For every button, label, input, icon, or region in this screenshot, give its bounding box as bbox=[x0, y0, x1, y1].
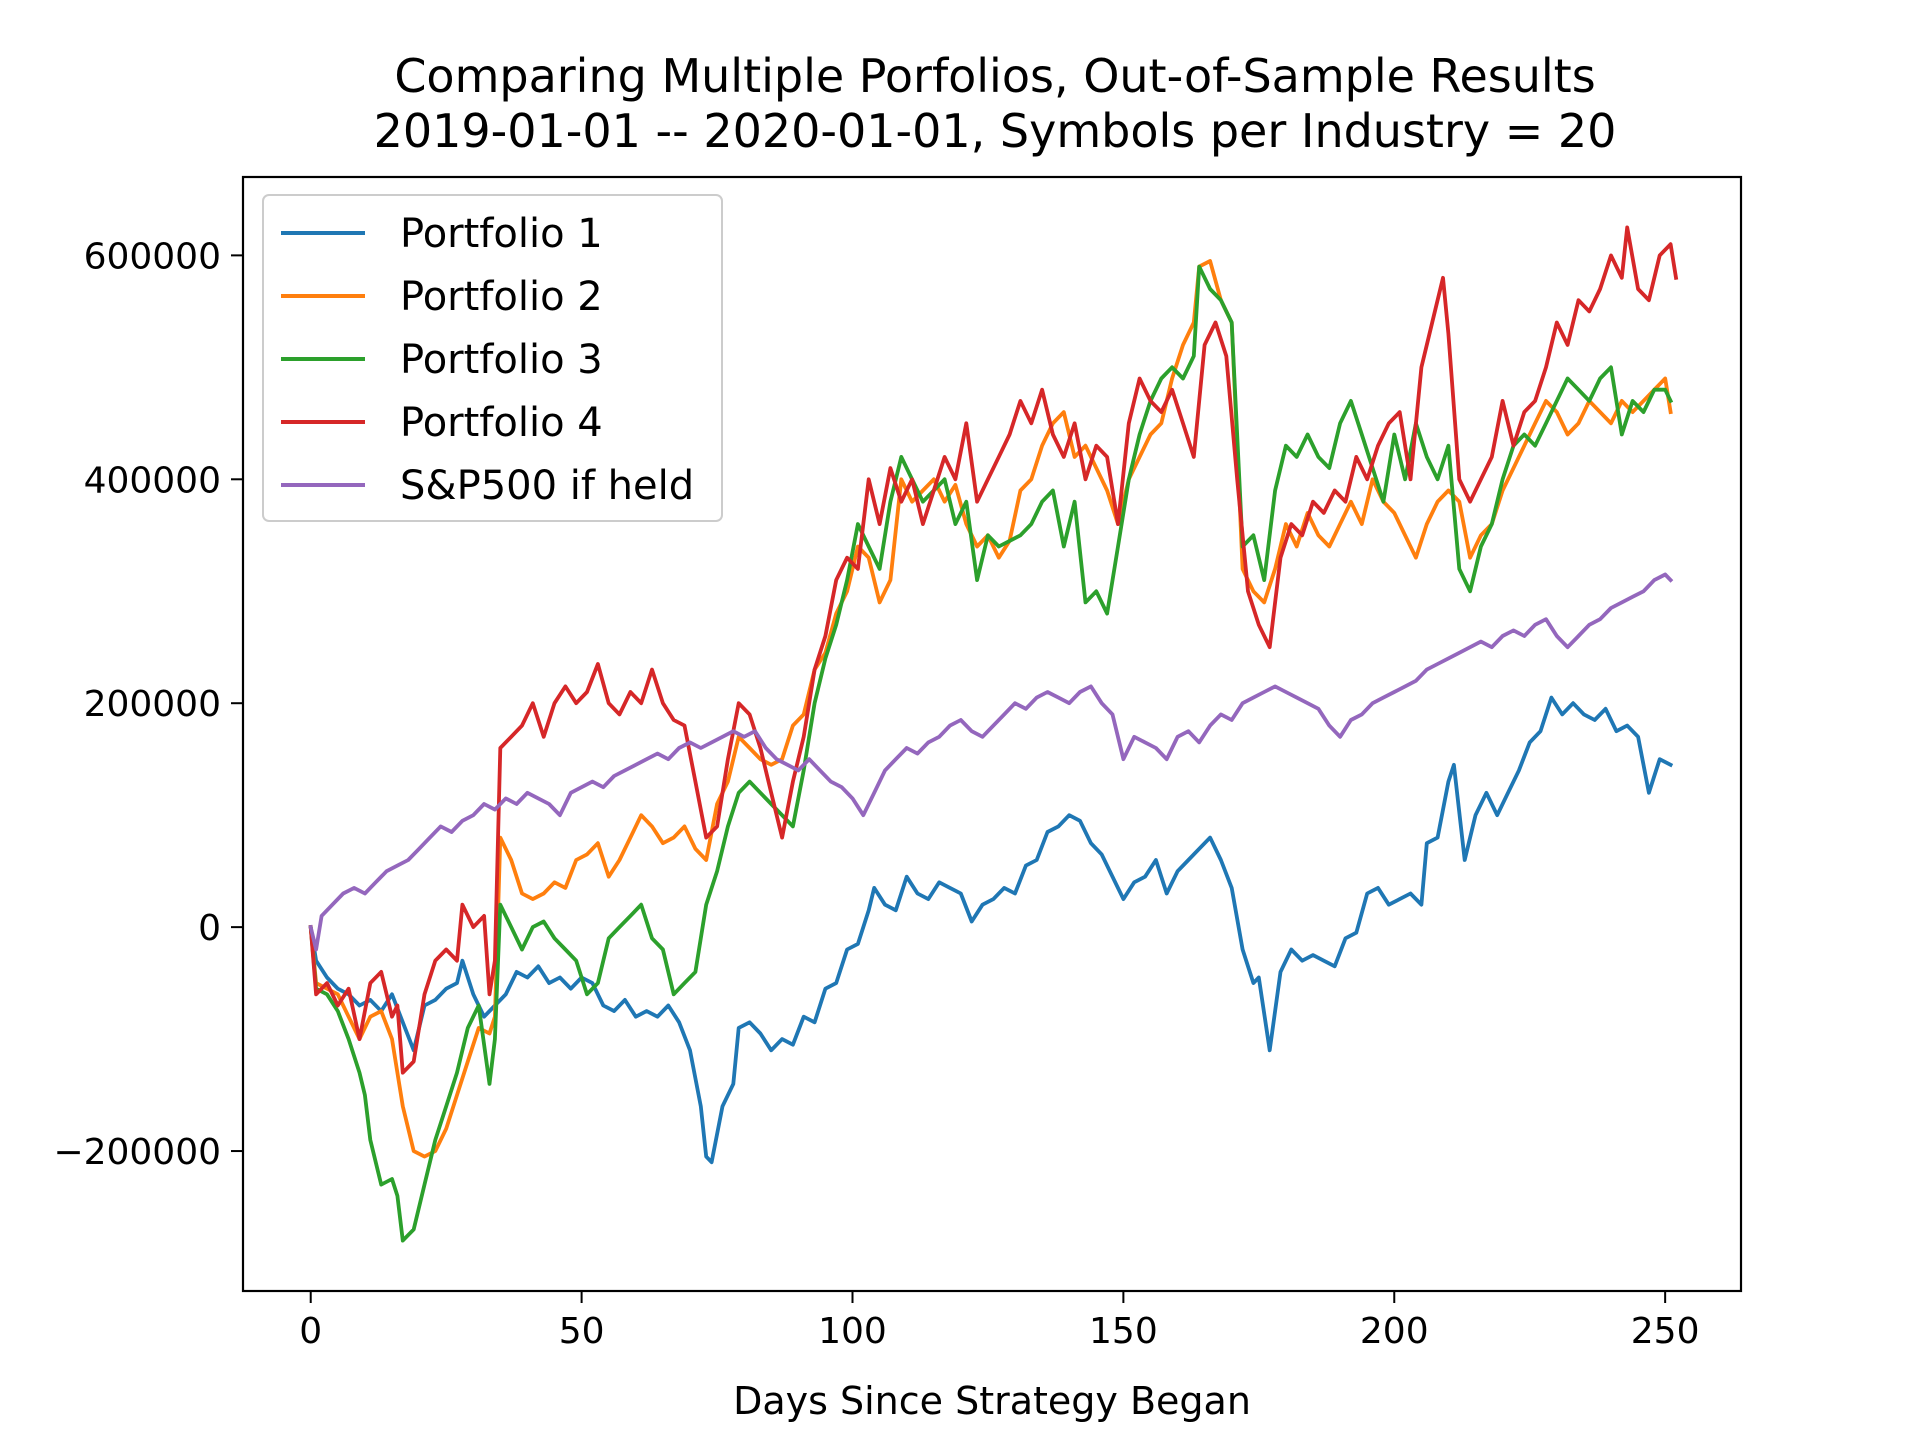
x-tick-label: 150 bbox=[1089, 1311, 1158, 1352]
x-tick-label: 0 bbox=[299, 1311, 322, 1352]
series-line-4 bbox=[308, 225, 1679, 1075]
y-tick-label: 600000 bbox=[84, 236, 221, 277]
y-axis: −200000 0 200000 400000 600000 bbox=[53, 236, 243, 1173]
series-layer bbox=[308, 225, 1679, 1243]
x-axis-label: Days Since Strategy Began bbox=[733, 1379, 1251, 1423]
x-tick-label: 200 bbox=[1360, 1311, 1429, 1352]
y-tick-label: 0 bbox=[198, 908, 221, 949]
series-line-3 bbox=[308, 264, 1674, 1243]
legend-label-3: Portfolio 3 bbox=[400, 337, 603, 383]
y-tick-label: −200000 bbox=[53, 1132, 221, 1173]
legend: Portfolio 1 Portfolio 2 Portfolio 3 Portfol… bbox=[262, 194, 723, 522]
chart-subtitle: 2019-01-01 -- 2020-01-01, Symbols per In… bbox=[374, 104, 1617, 158]
series-line-1 bbox=[308, 695, 1674, 1165]
x-tick-label: 250 bbox=[1631, 1311, 1700, 1352]
y-tick-label: 200000 bbox=[84, 684, 221, 725]
legend-label-5: S&P500 if held bbox=[400, 463, 694, 509]
chart-title: Comparing Multiple Porfolios, Out-of-Sam… bbox=[394, 49, 1595, 103]
legend-label-1: Portfolio 1 bbox=[400, 211, 603, 257]
y-tick-label: 400000 bbox=[84, 460, 221, 501]
legend-label-2: Portfolio 2 bbox=[400, 274, 603, 320]
x-tick-label: 50 bbox=[559, 1311, 605, 1352]
legend-box bbox=[262, 194, 723, 522]
plot-frame bbox=[241, 175, 1743, 1293]
plot-area bbox=[308, 225, 1679, 1243]
x-axis: 0 50 100 150 200 250 bbox=[299, 1291, 1700, 1352]
legend-label-4: Portfolio 4 bbox=[400, 400, 603, 446]
series-line-5 bbox=[308, 572, 1674, 952]
x-tick-label: 100 bbox=[818, 1311, 887, 1352]
